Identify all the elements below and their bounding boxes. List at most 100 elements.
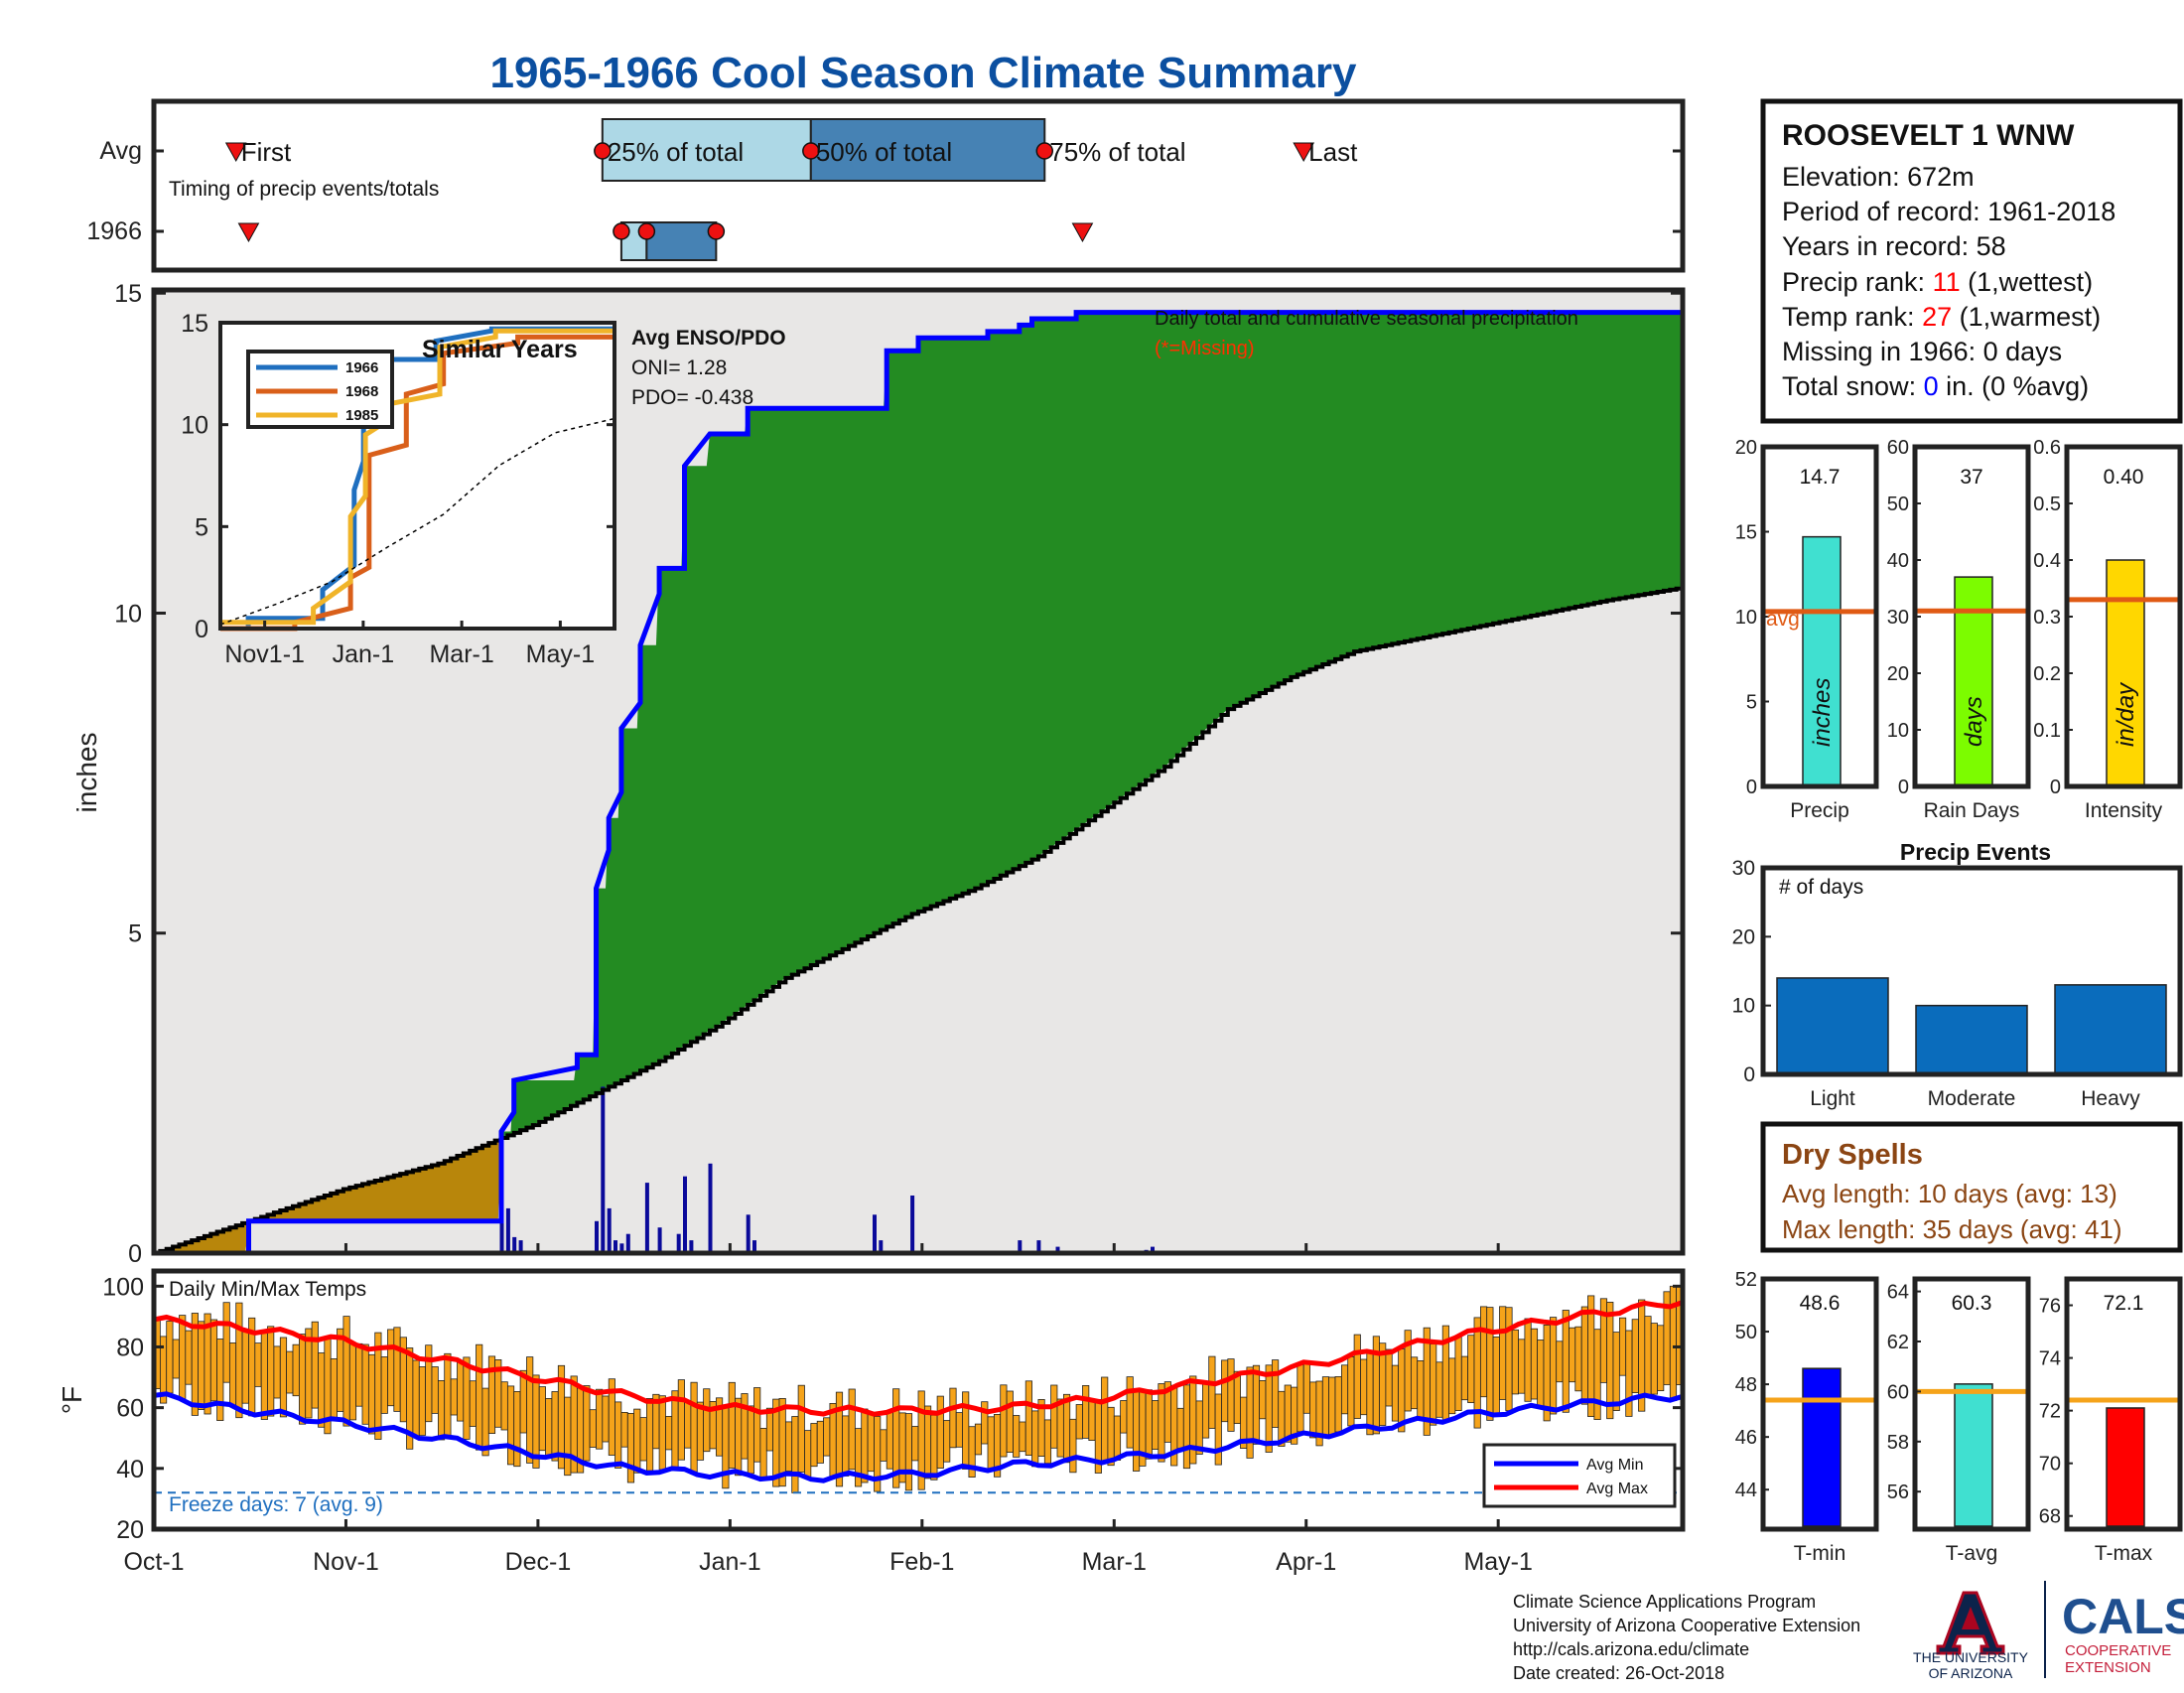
avg-50-marker [802,142,820,160]
daily-temp-bar [1120,1400,1128,1434]
daily-temp-bar [500,1381,508,1431]
daily-temp-bar [1480,1306,1488,1398]
daily-temp-bar [457,1361,465,1422]
daily-temp-bar [646,1398,654,1472]
mini-bar-unit: in/day [2113,681,2139,747]
mini-bar-value-label: 0.40 [2104,466,2144,489]
temp-y-tick-label: 80 [116,1334,144,1361]
daily-temp-bar [955,1412,963,1448]
daily-temp-bar [222,1302,230,1383]
daily-precip-bar [1151,1246,1155,1253]
station-elevation: Elevation: 672m [1782,162,1975,192]
mini-bar-tick-label: 40 [1887,550,1909,572]
daily-temp-bar [904,1413,913,1491]
daily-temp-bar [387,1329,395,1407]
daily-temp-bar [614,1401,622,1469]
daily-temp-bar [267,1326,275,1417]
events-bar-light [1776,977,1889,1075]
main-frame [151,287,1686,1256]
daily-temp-bar [596,1388,604,1450]
daily-temp-bar [690,1381,698,1473]
daily-temp-bar [936,1395,944,1469]
station-temp-rank: Temp rank: 27 (1,warmest) [1782,302,2101,332]
station-years: Years in record: 58 [1782,231,2006,261]
daily-precip-bar [607,1207,612,1253]
main-annotation-line2: (*=Missing) [1155,338,1255,359]
daily-temp-bar [1435,1361,1443,1418]
daily-temp-bar [513,1391,521,1468]
daily-temp-bar [185,1330,193,1385]
mini-bar-tick-label: 30 [1887,607,1909,629]
enso-title: Avg ENSO/PDO [631,327,786,350]
temps-legend-min: Avg Min [1586,1457,1644,1474]
temp-y-axis: 20 40 60 80 100 [102,1273,1683,1544]
daily-temp-bar [1353,1334,1361,1419]
daily-temp-bar [677,1379,685,1461]
tbar-tick-label: 68 [2039,1506,2061,1528]
daily-temp-bar [337,1328,344,1412]
daily-temp-bar [1019,1421,1026,1453]
avg-25-marker [594,142,612,160]
inset-series-avg [219,417,615,626]
month-axis: Oct-1 Nov-1 Dec-1 Jan-1 Feb-1 Mar-1 Apr-1 May-1 [123,1519,1533,1576]
figure-title: 1965-1966 Cool Season Climate Summary [489,49,1357,97]
avg-75-marker [1035,142,1054,160]
daily-temp-bar [1082,1385,1090,1439]
1966-75-marker [707,222,726,240]
temp-y-tick-label: 60 [116,1395,144,1423]
daily-precip-bar [683,1176,687,1253]
daily-precip-bar [708,1163,713,1253]
daily-temp-bar [1152,1400,1160,1450]
daily-temp-bar [273,1345,281,1399]
inset-x-tick-label: Jan-1 [333,640,395,668]
daily-temp-bar [1530,1328,1539,1400]
daily-temp-bar [867,1412,875,1473]
daily-temp-bar [1537,1340,1545,1407]
daily-temp-bar [1069,1418,1077,1474]
mini-bar-name: Intensity [2085,799,2163,822]
pct25-label: 25% of total [608,137,744,167]
station-info-box: ROOSEVELT 1 WNW Elevation: 672m Period o… [1760,98,2183,424]
temp-y-tick-label: 40 [116,1456,144,1483]
daily-temp-bar [1398,1348,1406,1433]
last-label: Last [1308,137,1358,167]
events-frame [1760,865,2183,1077]
daily-temp-bar [425,1344,433,1423]
month-tick-label: May-1 [1463,1548,1532,1576]
freeze-days-text: Freeze days: 7 (avg. 9) [169,1493,383,1516]
daily-temp-bar [886,1410,893,1470]
mini-bar-tick-label: 0.2 [2033,663,2061,685]
daily-temp-bar [1000,1384,1008,1458]
daily-temp-bar [810,1423,818,1468]
events-tick-label: 30 [1732,857,1755,880]
daily-temp-bar [626,1413,635,1483]
ua-logo-line-2: OF ARIZONA [1929,1665,2013,1681]
daily-temp-bar [1006,1390,1014,1453]
mini-bar-rain-days [1954,576,1993,787]
daily-temp-bar [1182,1384,1191,1470]
daily-temp-bar [696,1401,705,1461]
daily-temp-bar [1347,1356,1355,1427]
1966-50-marker [637,222,656,240]
daily-temp-bar [1562,1310,1570,1413]
events-category-label: Light [1810,1087,1855,1110]
station-snow: Total snow: 0 in. (0 %avg) [1782,371,2089,401]
daily-temp-bar [1657,1325,1665,1392]
temps-legend [1482,1443,1677,1508]
inset-x-tick-label: Nov1-1 [224,640,305,668]
precip-events-chart: Precip Events Light Moderate Heavy0102030 … [1732,839,2183,1110]
tbar-name: T-max [2095,1542,2153,1565]
daily-temp-bar [361,1343,369,1425]
daily-temp-bar [241,1329,249,1404]
daily-temp-bar [785,1421,793,1472]
inset-frame [218,321,616,631]
daily-temp-bar [412,1359,420,1437]
timing-marks: First Last 25% of total 50% of total 75% of … [224,118,1358,261]
daily-temp-bar [1013,1415,1021,1458]
tbar-t-avg [1954,1383,1993,1527]
daily-temp-bar [753,1387,761,1463]
daily-temp-bar [671,1390,679,1468]
temp-line-avg-min [153,1391,1684,1483]
daily-temp-bar [1176,1407,1184,1450]
daily-temp-bar [1309,1381,1317,1439]
